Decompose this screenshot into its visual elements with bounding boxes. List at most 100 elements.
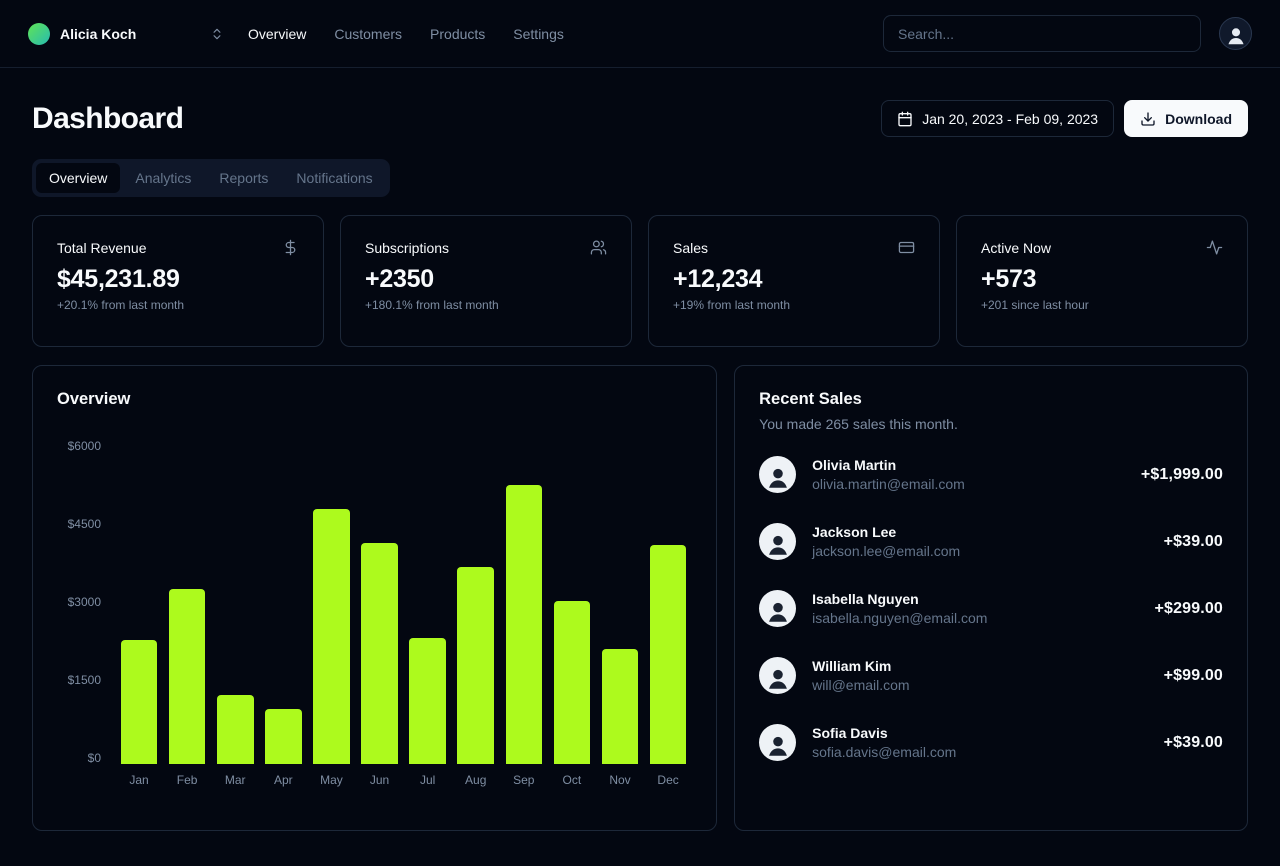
nav-link-overview[interactable]: Overview [248,25,307,42]
customer-avatar [759,456,797,493]
page-actions: Jan 20, 2023 - Feb 09, 2023 Download [881,100,1248,137]
y-axis-tick: $0 [87,751,101,765]
x-axis-label-jan: Jan [129,773,149,787]
customer-email: olivia.martin@email.com [812,476,965,492]
tabs-list: Overview Analytics Reports Notifications [32,159,390,197]
tab-analytics[interactable]: Analytics [122,163,204,193]
header-right [883,15,1252,52]
stat-card-sales: Sales +12,234 +19% from last month [648,215,940,347]
dashboard-page: Dashboard Jan 20, 2023 - Feb 09, 2023 Do… [0,68,1280,863]
recent-sales-card: Recent Sales You made 265 sales this mon… [734,365,1248,831]
customer-email: jackson.lee@email.com [812,543,961,559]
sales-list: Olivia Martin olivia.martin@email.com +$… [759,456,1223,761]
customer-avatar [759,657,797,694]
stat-value: +12,234 [673,265,763,293]
y-axis-tick: $4500 [67,517,101,531]
user-avatar[interactable] [1219,17,1252,50]
x-axis-label-aug: Aug [465,773,487,787]
stat-change: +19% from last month [673,298,791,312]
team-avatar [28,22,50,45]
credit-card-icon [898,239,915,256]
sale-amount: +$39.00 [1163,733,1223,751]
bar-column-apr [259,440,307,764]
customer-name: Jackson Lee [812,524,897,540]
chart-y-axis: $6000 $4500 $3000 $1500 $0 [57,440,101,764]
sale-row-william-kim: William Kim will@email.com +$99.00 [759,657,1223,694]
bar-chart: $6000 $4500 $3000 $1500 $0 Jan Feb Mar Apr May Ju… [57,440,692,787]
x-axis-label-feb: Feb [176,773,198,787]
y-axis-tick: $6000 [67,439,101,453]
bar-aug[interactable] [457,566,494,764]
team-switcher[interactable]: Alicia Koch [28,22,224,45]
stat-value: $45,231.89 [57,265,180,293]
nav-link-settings[interactable]: Settings [513,25,564,42]
bar-column-sep [500,440,548,764]
customer-email: will@email.com [812,677,910,693]
tab-notifications[interactable]: Notifications [283,163,385,193]
y-axis-tick: $3000 [67,595,101,609]
tab-overview[interactable]: Overview [36,163,121,193]
bar-oct[interactable] [553,600,591,764]
chart-bars [115,440,692,764]
bar-column-jul [404,440,452,764]
bar-jun[interactable] [361,543,398,764]
customer-name: Isabella Nguyen [812,591,919,607]
bar-column-dec [644,440,692,764]
calendar-icon [897,111,913,127]
recent-sales-subtitle: You made 265 sales this month. [759,416,958,432]
sale-amount: +$1,999.00 [1140,465,1223,483]
stat-change: +201 since last hour [981,298,1089,312]
stat-cards: Total Revenue $45,231.89 +20.1% from las… [32,215,1248,347]
x-axis-label-oct: Oct [562,773,582,787]
sale-info: Jackson Lee jackson.lee@email.com [812,524,1147,559]
bar-apr[interactable] [265,708,302,764]
activity-icon [1206,239,1223,256]
stat-card-subscriptions: Subscriptions +2350 +180.1% from last mo… [340,215,632,347]
stat-title: Total Revenue [57,239,147,256]
tab-reports[interactable]: Reports [206,163,281,193]
date-range-picker[interactable]: Jan 20, 2023 - Feb 09, 2023 [881,100,1115,137]
stat-title: Subscriptions [365,239,450,256]
download-label: Download [1165,110,1232,127]
bar-nov[interactable] [601,648,639,764]
nav-link-products[interactable]: Products [430,25,486,42]
bar-sep[interactable] [505,484,543,764]
sale-info: William Kim will@email.com [812,658,1147,693]
x-axis-label-mar: Mar [224,773,246,787]
bar-may[interactable] [313,509,350,764]
bar-column-nov [596,440,644,764]
stat-card-header: Active Now [981,239,1223,256]
bar-mar[interactable] [216,694,254,764]
bottom-section: Overview $6000 $4500 $3000 $1500 $0 Jan Feb Ma… [32,365,1248,831]
x-axis-label-apr: Apr [273,773,293,787]
sale-row-isabella-nguyen: Isabella Nguyen isabella.nguyen@email.co… [759,590,1223,627]
x-axis-label-dec: Dec [657,773,679,787]
chevrons-up-down-icon [210,27,224,41]
bar-column-feb [163,440,211,764]
customer-avatar [759,523,797,560]
customer-name: Sofia Davis [812,725,888,741]
stat-card-header: Subscriptions [365,239,607,256]
bar-jan[interactable] [120,639,158,764]
nav-link-customers[interactable]: Customers [334,25,403,42]
bar-jul[interactable] [409,638,446,764]
users-icon [590,239,607,256]
sale-row-sofia-davis: Sofia Davis sofia.davis@email.com +$39.0… [759,724,1223,761]
stat-card-header: Total Revenue [57,239,299,256]
x-axis-label-jul: Jul [419,773,436,787]
sale-amount: +$39.00 [1163,532,1223,550]
bar-dec[interactable] [649,544,687,764]
sale-info: Sofia Davis sofia.davis@email.com [812,725,1147,760]
customer-email: sofia.davis@email.com [812,744,957,760]
search-input[interactable] [883,15,1201,52]
sale-amount: +$99.00 [1163,666,1223,684]
download-button[interactable]: Download [1124,100,1248,137]
stat-change: +180.1% from last month [365,298,499,312]
bar-feb[interactable] [168,588,206,764]
stat-value: +2350 [365,265,434,293]
stat-card-total-revenue: Total Revenue $45,231.89 +20.1% from las… [32,215,324,347]
sale-info: Isabella Nguyen isabella.nguyen@email.co… [812,591,1138,626]
x-axis-label-jun: Jun [369,773,390,787]
stat-title: Active Now [981,239,1052,256]
customer-avatar [759,724,797,761]
